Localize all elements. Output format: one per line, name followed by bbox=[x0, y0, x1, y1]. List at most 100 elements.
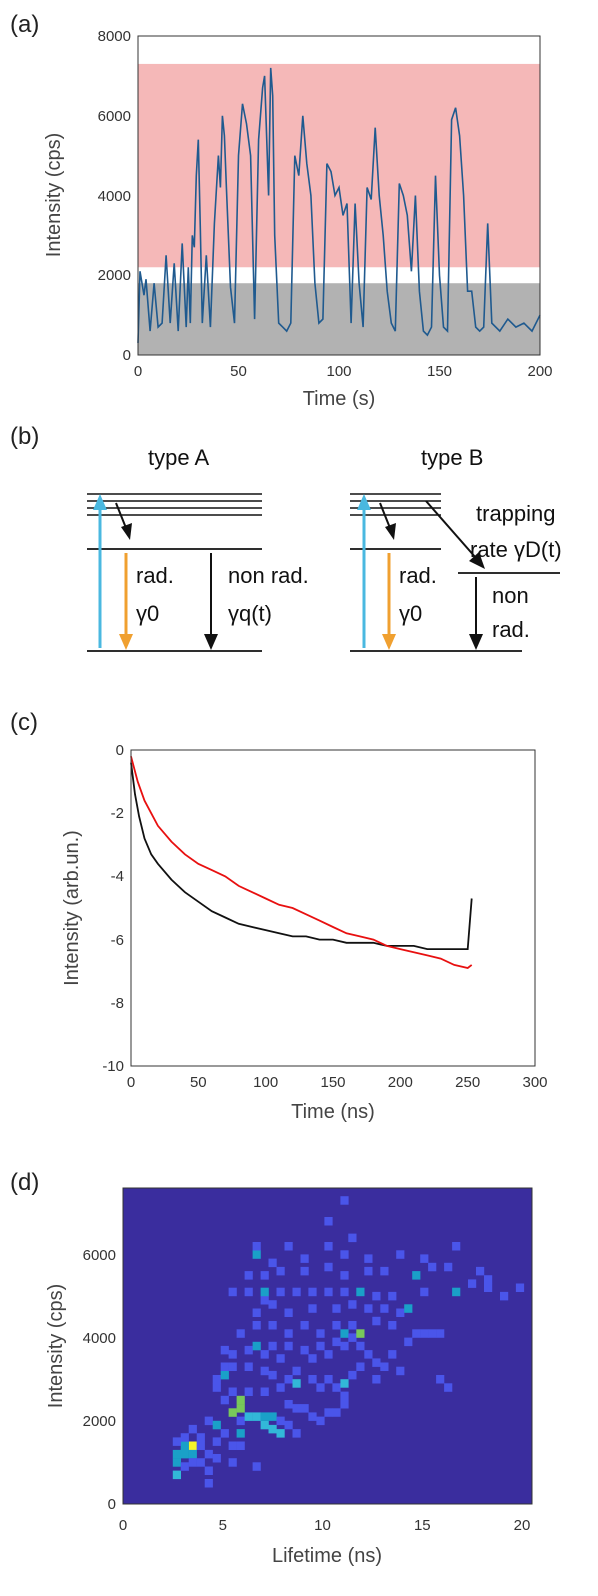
heatmap-cell bbox=[244, 1271, 253, 1280]
heatmap-cell bbox=[260, 1366, 269, 1376]
heatmap-cell bbox=[284, 1308, 293, 1317]
panel-a-series bbox=[137, 67, 541, 344]
type-b-title: type B bbox=[421, 445, 483, 470]
heatmap-cell bbox=[236, 1329, 245, 1338]
d-ytick: 4000 bbox=[83, 1330, 116, 1347]
c-ytick: -4 bbox=[111, 868, 124, 885]
heatmap-cell bbox=[284, 1242, 293, 1251]
a-ytick: 0 bbox=[123, 347, 131, 364]
heatmap-cell bbox=[236, 1416, 245, 1426]
type-b-radiative-arrowhead bbox=[382, 634, 396, 650]
heatmap-cell bbox=[220, 1362, 229, 1371]
heatmap-cell bbox=[300, 1254, 309, 1263]
c-xtick: 250 bbox=[455, 1074, 480, 1091]
heatmap-cell bbox=[196, 1441, 205, 1450]
heatmap-cell bbox=[300, 1404, 309, 1413]
heatmap-cell bbox=[484, 1283, 493, 1292]
c-ytick: -8 bbox=[111, 995, 124, 1012]
panel-d-label: (d) bbox=[10, 1169, 39, 1196]
heatmap-cell bbox=[252, 1250, 261, 1259]
heatmap-cell bbox=[324, 1242, 333, 1251]
heatmap-cell bbox=[252, 1321, 261, 1330]
heatmap-cell bbox=[220, 1345, 229, 1355]
heatmap-cell bbox=[308, 1354, 317, 1363]
heatmap-cell bbox=[324, 1375, 333, 1384]
heatmap-cell bbox=[180, 1462, 189, 1471]
panel-d-axes-box bbox=[122, 1187, 533, 1505]
heatmap-cell bbox=[412, 1329, 421, 1338]
heatmap-cell bbox=[308, 1304, 317, 1313]
heatmap-cell bbox=[212, 1420, 221, 1430]
heatmap-cell bbox=[316, 1383, 325, 1392]
heatmap-cell bbox=[356, 1287, 365, 1297]
heatmap-cell bbox=[260, 1350, 269, 1359]
heatmap-cell bbox=[260, 1287, 269, 1297]
type-b-non-label: non bbox=[492, 583, 529, 608]
heatmap-cell bbox=[228, 1287, 237, 1297]
red-decay-line bbox=[130, 756, 473, 969]
heatmap-cell bbox=[228, 1441, 237, 1450]
heatmap-cell bbox=[420, 1287, 429, 1297]
heatmap-cell bbox=[268, 1258, 277, 1268]
a-ytick: 8000 bbox=[98, 28, 131, 45]
type-b-trapping-arrow bbox=[425, 500, 477, 559]
heatmap-cell bbox=[220, 1395, 229, 1405]
heatmap-cell bbox=[276, 1416, 285, 1426]
heatmap-cell bbox=[316, 1416, 325, 1426]
heatmap-cell bbox=[348, 1233, 357, 1243]
panel-a: (a) 0 50 100 150 200 0 2000 4000 6000 80… bbox=[10, 11, 553, 410]
d-xtick: 15 bbox=[414, 1517, 431, 1534]
heatmap-cell bbox=[308, 1375, 317, 1384]
heatmap-cell bbox=[260, 1387, 269, 1396]
heatmap-cell bbox=[340, 1379, 349, 1388]
heatmap-cell bbox=[332, 1408, 341, 1417]
heatmap-cell bbox=[300, 1345, 309, 1355]
panel-d-ticks: 0 5 10 15 20 0 2000 4000 6000 bbox=[83, 1247, 531, 1534]
type-a-relaxation-arrow bbox=[115, 502, 127, 529]
type-a-radiative-arrowhead bbox=[119, 634, 133, 650]
type-b-gamma0-label: γ0 bbox=[399, 601, 422, 626]
heatmap-cell bbox=[236, 1395, 245, 1405]
heatmap-cell bbox=[364, 1350, 373, 1359]
black-decay-line bbox=[130, 762, 473, 950]
heatmap-cell bbox=[196, 1458, 205, 1467]
heatmap-cell bbox=[364, 1254, 373, 1263]
panel-a-xlabel: Time (s) bbox=[303, 388, 376, 410]
a-ytick: 2000 bbox=[98, 267, 131, 284]
c-xtick: 300 bbox=[522, 1074, 547, 1091]
heatmap-cell bbox=[284, 1329, 293, 1338]
heatmap-cell bbox=[252, 1242, 261, 1251]
heatmap-cell bbox=[212, 1437, 221, 1446]
heatmap-cell bbox=[364, 1304, 373, 1313]
heatmap-cell bbox=[372, 1316, 381, 1326]
heatmap-cell bbox=[316, 1329, 325, 1338]
c-ytick: -10 bbox=[102, 1058, 124, 1075]
heatmap-cell bbox=[356, 1329, 365, 1338]
heatmap-cell bbox=[228, 1458, 237, 1467]
c-xtick: 200 bbox=[388, 1074, 413, 1091]
a-ytick: 6000 bbox=[98, 108, 131, 125]
heatmap-cell bbox=[212, 1454, 221, 1463]
heatmap-cell bbox=[204, 1449, 213, 1459]
heatmap-cell bbox=[340, 1287, 349, 1297]
panel-a-bands bbox=[138, 63, 540, 355]
heatmap-cell bbox=[436, 1329, 445, 1338]
heatmap-cell bbox=[204, 1479, 213, 1488]
type-a-vibrational-levels bbox=[87, 493, 262, 516]
type-b-nonradiative-arrowhead bbox=[469, 634, 483, 650]
heatmap-cell bbox=[188, 1424, 197, 1434]
heatmap-cell bbox=[324, 1262, 333, 1272]
type-a-nonradiative-arrowhead bbox=[204, 634, 218, 650]
heatmap-cell bbox=[324, 1350, 333, 1359]
type-b-trapping-arrowhead bbox=[469, 552, 485, 569]
heatmap-cell bbox=[332, 1304, 341, 1313]
a-xtick: 0 bbox=[134, 363, 142, 380]
heatmap-cell bbox=[260, 1412, 269, 1421]
heatmap-cell bbox=[340, 1391, 349, 1401]
panel-c-xlabel: Time (ns) bbox=[291, 1101, 375, 1123]
heatmap-cell bbox=[284, 1341, 293, 1351]
heatmap-cell bbox=[276, 1383, 285, 1392]
heatmap-cell bbox=[228, 1350, 237, 1359]
heatmap-cell bbox=[276, 1266, 285, 1276]
